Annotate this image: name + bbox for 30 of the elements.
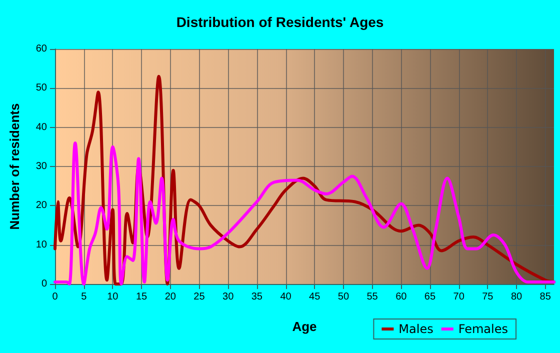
chart-title: Distribution of Residents' Ages [176,14,384,30]
x-tick-label: 70 [453,292,465,302]
x-tick-label: 60 [396,292,408,302]
y-tick-label: 10 [36,239,48,250]
y-tick-label: 20 [36,200,48,212]
y-tick-label: 50 [36,82,48,94]
x-tick-label: 65 [424,292,436,302]
legend-label: Females [458,322,508,336]
x-tick-label: 30 [222,292,234,302]
y-tick-label: 60 [36,44,48,54]
x-tick-label: 0 [52,292,58,302]
x-tick-label: 15 [136,292,148,302]
y-tick-label: 0 [41,278,48,290]
x-tick-label: 80 [510,292,522,302]
x-tick-label: 20 [164,292,176,302]
x-tick-label: 10 [107,292,119,302]
legend-label: Males [398,322,434,336]
x-tick-label: 75 [482,292,494,302]
x-tick-label: 25 [194,292,206,302]
x-tick-label: 35 [251,292,263,302]
x-tick-label: 5 [81,292,88,302]
y-axis-title: Number of residents [7,103,22,230]
x-tick-label: 45 [309,292,321,302]
x-tick-label: 40 [280,292,292,302]
x-tick-label: 85 [540,292,552,302]
x-axis-title: Age [292,319,317,334]
y-tick-label: 30 [36,161,48,172]
x-tick-label: 55 [366,292,378,302]
y-tick-label: 40 [36,122,48,133]
x-tick-label: 50 [338,292,350,302]
